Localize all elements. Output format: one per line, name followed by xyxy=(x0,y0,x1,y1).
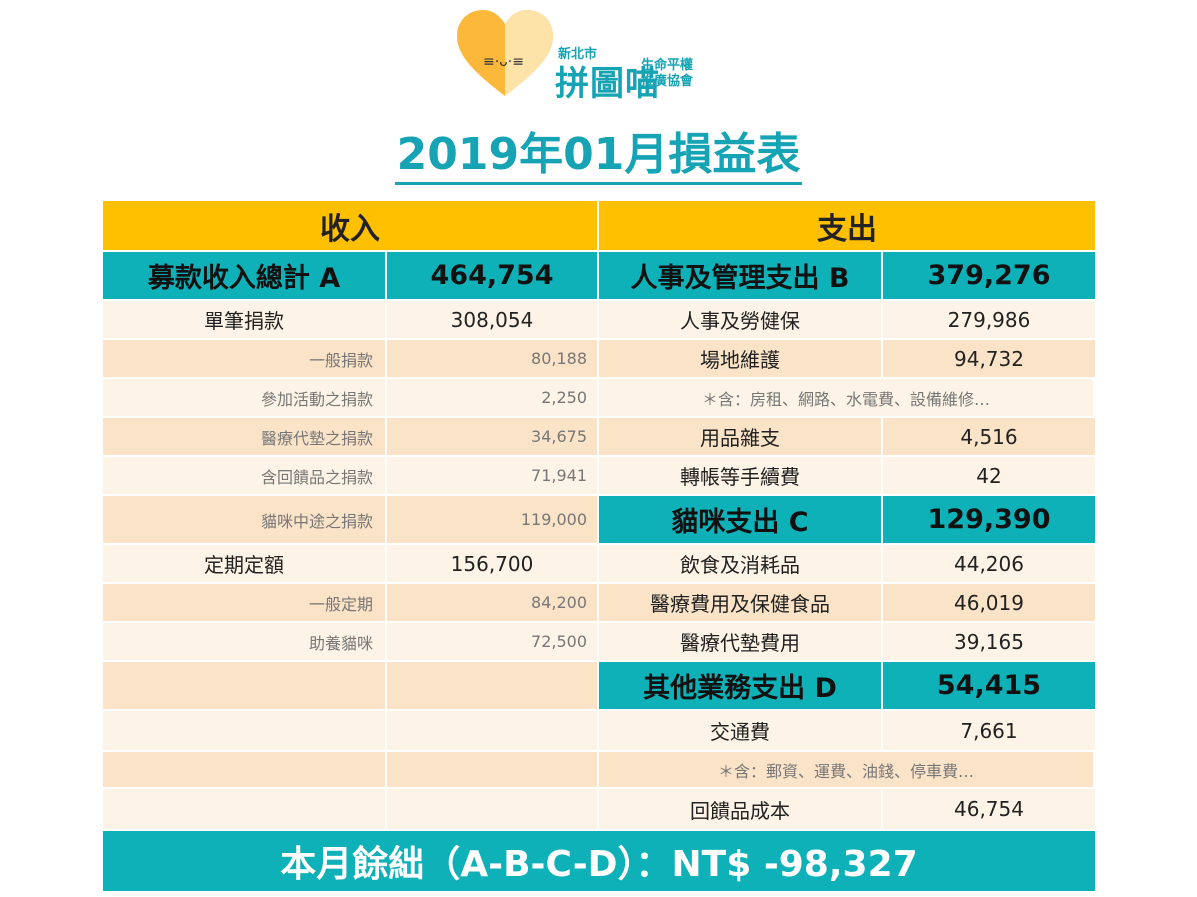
table-row: 貓咪中途之捐款 119,000 貓咪支出 C 129,390 xyxy=(103,496,1095,545)
income-header: 收入 xyxy=(103,201,599,252)
income-value: 119,000 xyxy=(387,496,599,545)
expense-label: 醫療代墊費用 xyxy=(599,623,883,662)
logo-org-line1: 生命平權 xyxy=(641,58,694,73)
table-row: 一般捐款 80,188 場地維護 94,732 xyxy=(103,340,1095,379)
table-row: 含回饋品之捐款 71,941 轉帳等手續費 42 xyxy=(103,457,1095,496)
income-label: 一般捐款 xyxy=(103,340,387,379)
heart-cat-logo-icon: ≡·ᴗ·≡ xyxy=(457,10,553,96)
table-row: 參加活動之捐款 2,250 ＊含：房租、網路、水電費、設備維修… xyxy=(103,379,1095,418)
expense-label: 轉帳等手續費 xyxy=(599,457,883,496)
expense-value: 42 xyxy=(883,457,1095,496)
expense-value: 54,415 xyxy=(883,662,1095,711)
logo: ≡·ᴗ·≡ 新北市 拼圖喵 生命平權 推廣協會 xyxy=(455,8,755,104)
income-label: 定期定額 xyxy=(103,545,387,584)
income-value: 156,700 xyxy=(387,545,599,584)
income-value: 80,188 xyxy=(387,340,599,379)
page-title: 2019年01月損益表 xyxy=(0,118,1197,185)
income-label: 單筆捐款 xyxy=(103,301,387,340)
income-value: 84,200 xyxy=(387,584,599,623)
expense-value: 379,276 xyxy=(883,252,1095,301)
table-row: 助養貓咪 72,500 醫療代墊費用 39,165 xyxy=(103,623,1095,662)
expense-label: 交通費 xyxy=(599,711,883,752)
expense-label: 回饋品成本 xyxy=(599,789,883,831)
logo-name: 拼圖喵 xyxy=(555,64,660,104)
expense-value: 46,754 xyxy=(883,789,1095,831)
table-row: 交通費 7,661 xyxy=(103,711,1095,752)
expense-label: 用品雜支 xyxy=(599,418,883,457)
income-label: 醫療代墊之捐款 xyxy=(103,418,387,457)
income-value xyxy=(387,752,599,789)
expense-value: 39,165 xyxy=(883,623,1095,662)
income-label xyxy=(103,711,387,752)
income-value xyxy=(387,789,599,831)
income-value xyxy=(387,662,599,711)
page-title-text: 2019年01月損益表 xyxy=(394,129,803,185)
expense-value: 129,390 xyxy=(883,496,1095,545)
income-value: 2,250 xyxy=(387,379,599,418)
table-row: 回饋品成本 46,754 xyxy=(103,789,1095,831)
expense-value: 279,986 xyxy=(883,301,1095,340)
monthly-balance-total: 本月餘絀（A-B-C-D）：NT$ -98,327 xyxy=(103,831,1095,891)
expense-note: ＊含：郵資、運費、油錢、停車費… xyxy=(599,752,1095,789)
table-row: 募款收入總計 A 464,754 人事及管理支出 B 379,276 xyxy=(103,252,1095,301)
table-row: 一般定期 84,200 醫療費用及保健食品 46,019 xyxy=(103,584,1095,623)
expense-label: 飲食及消耗品 xyxy=(599,545,883,584)
income-value xyxy=(387,711,599,752)
income-value: 71,941 xyxy=(387,457,599,496)
expense-value: 44,206 xyxy=(883,545,1095,584)
income-label: 助養貓咪 xyxy=(103,623,387,662)
svg-text:≡·ᴗ·≡: ≡·ᴗ·≡ xyxy=(483,54,524,70)
table-row: 定期定額 156,700 飲食及消耗品 44,206 xyxy=(103,545,1095,584)
logo-org-line2: 推廣協會 xyxy=(641,74,694,89)
income-label xyxy=(103,752,387,789)
table-row: ＊含：郵資、運費、油錢、停車費… xyxy=(103,752,1095,789)
income-label: 含回饋品之捐款 xyxy=(103,457,387,496)
income-value: 464,754 xyxy=(387,252,599,301)
expense-label: 貓咪支出 C xyxy=(599,496,883,545)
expense-label: 場地維護 xyxy=(599,340,883,379)
expense-label: 其他業務支出 D xyxy=(599,662,883,711)
expense-label: 人事及管理支出 B xyxy=(599,252,883,301)
expense-value: 7,661 xyxy=(883,711,1095,752)
expense-label: 人事及勞健保 xyxy=(599,301,883,340)
income-value: 308,054 xyxy=(387,301,599,340)
logo-region: 新北市 xyxy=(558,47,598,62)
expense-value: 4,516 xyxy=(883,418,1095,457)
logo-org: 生命平權 推廣協會 xyxy=(641,58,693,90)
expense-value: 46,019 xyxy=(883,584,1095,623)
header-row: 收入 支出 xyxy=(103,201,1095,252)
income-label: 貓咪中途之捐款 xyxy=(103,496,387,545)
expense-header: 支出 xyxy=(599,201,1095,252)
income-label xyxy=(103,662,387,711)
table-row: 單筆捐款 308,054 人事及勞健保 279,986 xyxy=(103,301,1095,340)
income-label: 一般定期 xyxy=(103,584,387,623)
income-value: 72,500 xyxy=(387,623,599,662)
expense-note: ＊含：房租、網路、水電費、設備維修… xyxy=(599,379,1095,418)
expense-value: 94,732 xyxy=(883,340,1095,379)
income-label: 募款收入總計 A xyxy=(103,252,387,301)
income-label xyxy=(103,789,387,831)
income-value: 34,675 xyxy=(387,418,599,457)
income-label: 參加活動之捐款 xyxy=(103,379,387,418)
table-row: 其他業務支出 D 54,415 xyxy=(103,662,1095,711)
expense-label: 醫療費用及保健食品 xyxy=(599,584,883,623)
table-row: 醫療代墊之捐款 34,675 用品雜支 4,516 xyxy=(103,418,1095,457)
